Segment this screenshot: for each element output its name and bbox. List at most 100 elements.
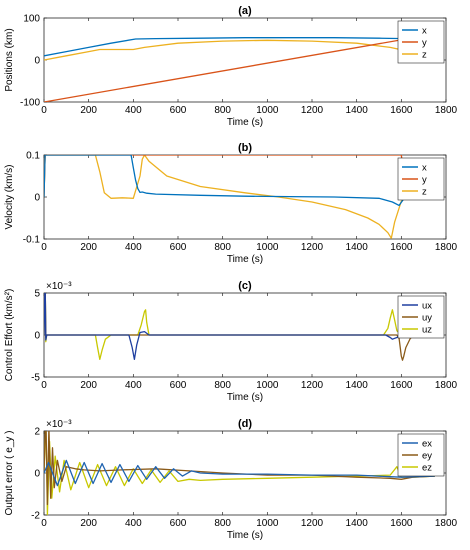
legend-label-y: y	[422, 175, 427, 186]
legend-label-uy: uy	[422, 313, 432, 324]
x-tick-label: 1000	[256, 380, 279, 391]
y-tick-label: -100	[20, 98, 40, 109]
x-tick-label: 1400	[346, 518, 369, 529]
x-tick-label: 1000	[256, 518, 279, 529]
x-tick-label: 1800	[435, 242, 458, 253]
y-tick-label: -2	[31, 511, 40, 522]
legend: xyz	[397, 20, 445, 64]
chart-panel-2: (b) 0 200 400 600 800 1000 1200 1400 1600 1800 -0.1…	[4, 142, 458, 265]
chart-panel-1: (a)0 200 400 600 800 1000 1200 1400 1600 1800-100…	[4, 5, 458, 128]
x-axis-label: Time (s)	[227, 530, 263, 541]
x-tick-label: 1800	[435, 380, 458, 391]
legend-label-ez: ez	[422, 463, 432, 474]
x-tick-label: 600	[170, 242, 187, 253]
y-axis-label: Output error ( e_y )	[4, 430, 15, 515]
x-tick-label: 400	[125, 105, 142, 116]
x-tick-label: 200	[80, 242, 97, 253]
plot-area	[43, 430, 447, 516]
x-tick-label: 1200	[301, 380, 324, 391]
chart-title: (b)	[238, 142, 252, 154]
x-tick-label: 1600	[390, 518, 413, 529]
x-tick-label: 200	[80, 380, 97, 391]
x-tick-label: 400	[125, 518, 142, 529]
y-tick-label: -0.1	[23, 235, 41, 246]
y-tick-label: 0	[34, 331, 40, 342]
y-axis-label: Velocity (km/s)	[4, 164, 15, 229]
series-line-ex	[44, 459, 435, 487]
chart-panel-4: (d)0 200 400 600 800 1000 1200 1400 1600 1800-202…	[4, 418, 458, 541]
y-tick-label: 0	[34, 469, 40, 480]
y-tick-label: 0.1	[26, 151, 40, 162]
x-tick-label: 800	[214, 105, 231, 116]
chart-panel-3: (c)0 200 400 600 800 1000 1200 1400 1600 1800-505…	[4, 280, 458, 403]
axis-exponent: ×10⁻³	[46, 281, 72, 292]
series-line-y	[44, 33, 435, 102]
x-tick-label: 400	[125, 380, 142, 391]
x-tick-label: 1800	[435, 518, 458, 529]
series-line-z	[44, 39, 435, 61]
x-axis-label: Time (s)	[227, 392, 263, 403]
x-tick-label: 600	[170, 518, 187, 529]
x-tick-label: 1600	[390, 242, 413, 253]
legend-label-y: y	[422, 38, 427, 49]
legend-label-uz: uz	[422, 325, 432, 336]
x-tick-label: 0	[41, 242, 47, 253]
x-tick-label: 1800	[435, 105, 458, 116]
x-tick-label: 800	[214, 380, 231, 391]
x-tick-label: 200	[80, 105, 97, 116]
x-tick-label: 1600	[390, 105, 413, 116]
x-tick-label: 1400	[346, 380, 369, 391]
series-line-ey	[44, 431, 435, 506]
x-tick-label: 1600	[390, 380, 413, 391]
x-axis-label: Time (s)	[227, 254, 263, 265]
x-tick-label: 600	[170, 380, 187, 391]
series-group	[44, 431, 435, 515]
x-tick-label: 1000	[256, 105, 279, 116]
legend-label-z: z	[422, 187, 427, 198]
x-tick-label: 0	[41, 518, 47, 529]
chart-title: (d)	[238, 418, 252, 430]
series-line-ux	[44, 293, 435, 361]
x-tick-label: 0	[41, 380, 47, 391]
x-tick-label: 0	[41, 105, 47, 116]
x-tick-label: 800	[214, 518, 231, 529]
series-line-x	[44, 37, 435, 57]
legend-label-ex: ex	[422, 439, 432, 450]
x-tick-label: 1200	[301, 105, 324, 116]
legend-label-ux: ux	[422, 301, 432, 312]
y-tick-label: 0	[34, 193, 40, 204]
legend-label-ey: ey	[422, 451, 432, 462]
y-tick-label: 5	[34, 289, 40, 300]
plot-area	[43, 17, 447, 103]
series-line-z	[44, 155, 407, 239]
x-tick-label: 1400	[346, 105, 369, 116]
x-tick-label: 800	[214, 242, 231, 253]
series-line-x	[44, 155, 411, 207]
y-axis-label: Control Effort (km/s²)	[4, 289, 15, 382]
series-group	[44, 293, 435, 361]
x-tick-label: 200	[80, 518, 97, 529]
y-axis-label: Positions (km)	[4, 28, 15, 91]
x-tick-label: 600	[170, 105, 187, 116]
x-tick-label: 1200	[301, 518, 324, 529]
legend: xyz	[397, 157, 445, 201]
x-tick-label: 400	[125, 242, 142, 253]
plot-area	[43, 154, 447, 240]
x-tick-label: 1000	[256, 242, 279, 253]
x-tick-label: 1400	[346, 242, 369, 253]
x-axis-label: Time (s)	[227, 117, 263, 128]
legend-label-x: x	[422, 163, 427, 174]
chart-title: (c)	[238, 280, 252, 292]
x-tick-label: 1200	[301, 242, 324, 253]
y-tick-label: -5	[31, 373, 40, 384]
y-tick-label: 100	[23, 14, 40, 25]
series-group	[44, 33, 435, 102]
y-tick-label: 0	[34, 56, 40, 67]
chart-title: (a)	[238, 5, 252, 17]
legend-label-x: x	[422, 26, 427, 37]
axis-exponent: ×10⁻³	[46, 419, 72, 430]
legend-label-z: z	[422, 50, 427, 61]
